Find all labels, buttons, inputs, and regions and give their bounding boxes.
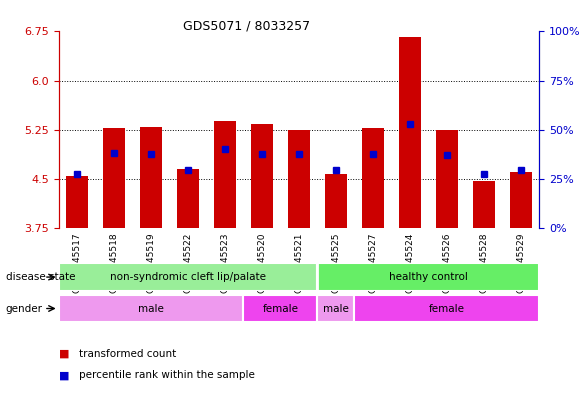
Text: disease state: disease state [6, 272, 76, 282]
Bar [325, 174, 347, 228]
Text: non-syndromic cleft lip/palate: non-syndromic cleft lip/palate [110, 272, 266, 282]
FancyBboxPatch shape [318, 295, 355, 322]
Bar [177, 169, 199, 228]
FancyBboxPatch shape [318, 263, 539, 291]
Bar [435, 130, 458, 228]
Text: female: female [429, 303, 465, 314]
Text: ■: ■ [59, 349, 69, 359]
Bar [288, 130, 310, 228]
Bar [103, 129, 125, 228]
Bar [362, 129, 384, 228]
FancyBboxPatch shape [355, 295, 539, 322]
Text: healthy control: healthy control [389, 272, 468, 282]
Text: transformed count: transformed count [79, 349, 176, 359]
Text: female: female [263, 303, 298, 314]
Bar [472, 182, 495, 228]
Text: ■: ■ [59, 370, 69, 380]
Bar [214, 121, 236, 228]
FancyBboxPatch shape [59, 295, 243, 322]
Text: GDS5071 / 8033257: GDS5071 / 8033257 [183, 20, 309, 33]
Text: percentile rank within the sample: percentile rank within the sample [79, 370, 255, 380]
Bar [251, 125, 273, 228]
FancyBboxPatch shape [243, 295, 318, 322]
Bar [140, 127, 162, 228]
FancyBboxPatch shape [59, 263, 318, 291]
Bar [66, 176, 88, 228]
Text: male: male [138, 303, 164, 314]
Text: male: male [323, 303, 349, 314]
Bar [398, 37, 421, 228]
Text: gender: gender [6, 303, 43, 314]
Bar [510, 172, 532, 228]
